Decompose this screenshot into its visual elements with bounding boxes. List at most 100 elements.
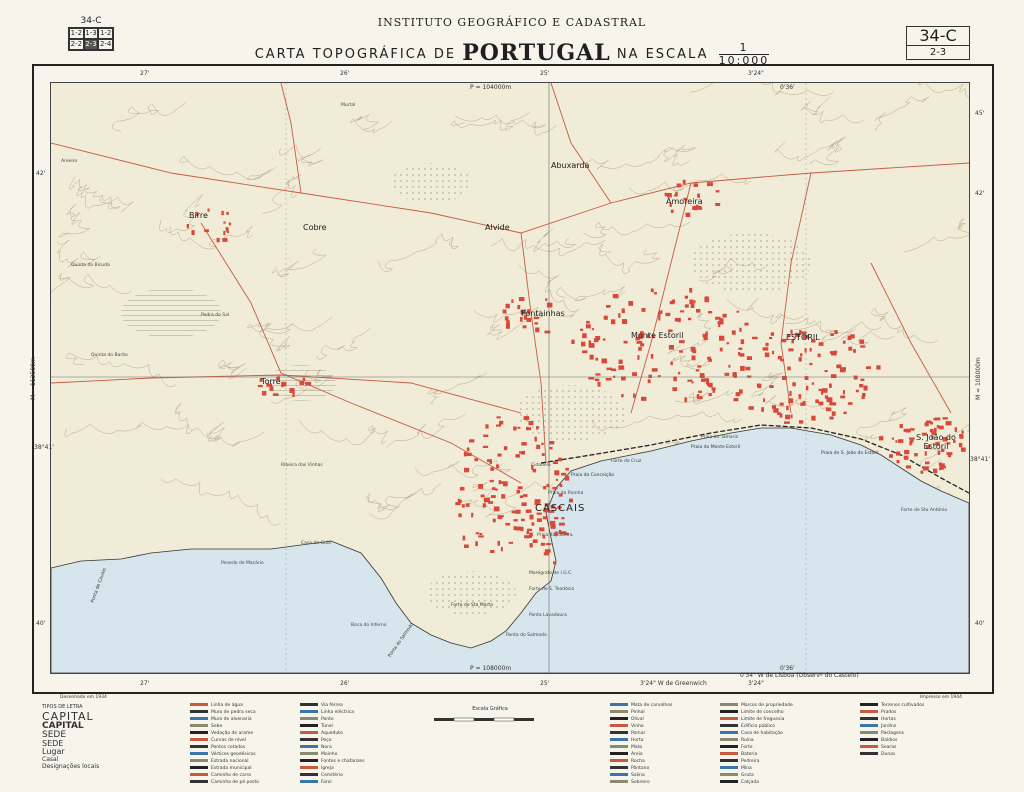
building [635,336,640,341]
building [933,468,938,474]
building [693,183,698,187]
bottom-tick: 25' [540,680,550,687]
map-canvas[interactable] [51,83,969,673]
building [486,459,492,462]
building [554,517,559,520]
legend-item: Igreja [300,765,365,772]
minor-label: Quinta do Barão [91,353,128,358]
building [272,393,279,396]
legend-type-sede: SEDE [42,730,67,740]
legend-item: Hortas [860,716,924,723]
legend-swatch [610,738,628,741]
place-label-monte-estoril: Monte Estoril [631,331,684,340]
legend-swatch [720,780,738,783]
legend-swatch [190,752,208,755]
building [925,461,930,465]
contour-line [904,218,969,253]
building [728,364,731,368]
building [561,517,565,520]
building [670,361,673,366]
building [535,327,540,333]
building [794,332,801,337]
contour-line [874,96,930,130]
building [569,498,573,503]
legend-swatch [610,773,628,776]
building [781,338,787,343]
building [591,328,595,331]
place-label-amoreira: Amoreira [666,197,703,206]
legend-item-label: Limite de freguesia [741,717,785,722]
legend-item: Caminho de pé posto [190,779,259,786]
building [543,508,550,513]
scale-bar-title: Escala Gráfica [472,706,508,712]
building [842,340,846,344]
building [466,452,472,456]
building [698,390,703,393]
building [266,383,272,387]
legend-note-printed: Impresso em 1944 [920,695,962,700]
legend-item: Calçada [720,779,793,786]
building [586,320,590,324]
legend-item-label: Olival [631,717,644,722]
olive-grove-patch [691,233,811,293]
contour-line [271,248,327,278]
building [534,499,541,504]
legend-item: Dunas [860,751,924,758]
building [496,416,501,419]
legend-column-5: Terrenos cultivados Prados Hortas Jardins Pa… [860,702,924,758]
building [500,481,505,484]
building [830,333,834,336]
building [909,428,915,431]
building [540,542,545,546]
building [495,488,498,491]
legend-scale-block: Escala Gráfica [430,702,550,732]
building [565,467,569,471]
building [704,297,710,303]
legend-swatch [720,738,738,741]
building [860,378,865,381]
building [895,440,898,443]
building [853,375,858,380]
legend-item: Pinhal [610,709,672,716]
legend-item-label: Mata de carvalhos [631,703,673,708]
building [746,375,752,378]
building [705,331,708,337]
building [715,203,721,206]
legend-item-label: Aqueduto [321,731,343,736]
building [731,330,736,335]
building [782,375,787,380]
building [940,465,946,469]
building [475,541,478,547]
legend-item: Cemitério [300,772,365,779]
legend-item: Gruta [720,772,793,779]
legend-item: Mata de carvalhos [610,702,672,709]
building [520,526,524,532]
building [732,372,737,376]
legend-item: Curvas de nível [190,737,259,744]
sheet-index-cell: 2-4 [98,39,113,50]
building [539,527,545,532]
legend-item-label: Curvas de nível [211,738,246,743]
left-tick: 38°41' [34,444,54,451]
building [777,356,782,360]
legend-swatch [300,773,318,776]
title-right: NA ESCALA [616,47,709,62]
building [740,339,745,345]
building [769,337,773,340]
map-area[interactable]: Birre Cobre Alvide Abuxarda Amoreira Tor… [50,82,970,674]
building [664,192,668,197]
building [223,231,226,236]
building [762,347,769,351]
contour-line [663,144,696,166]
contour-line [279,144,323,166]
building [821,391,824,395]
building [757,383,762,389]
legend-item-label: Cemitério [321,773,343,778]
building [518,297,525,302]
building [674,317,680,322]
building [489,479,494,483]
legend-item: Nora [300,744,365,751]
building [207,208,210,212]
building [585,324,591,329]
building [708,359,712,362]
